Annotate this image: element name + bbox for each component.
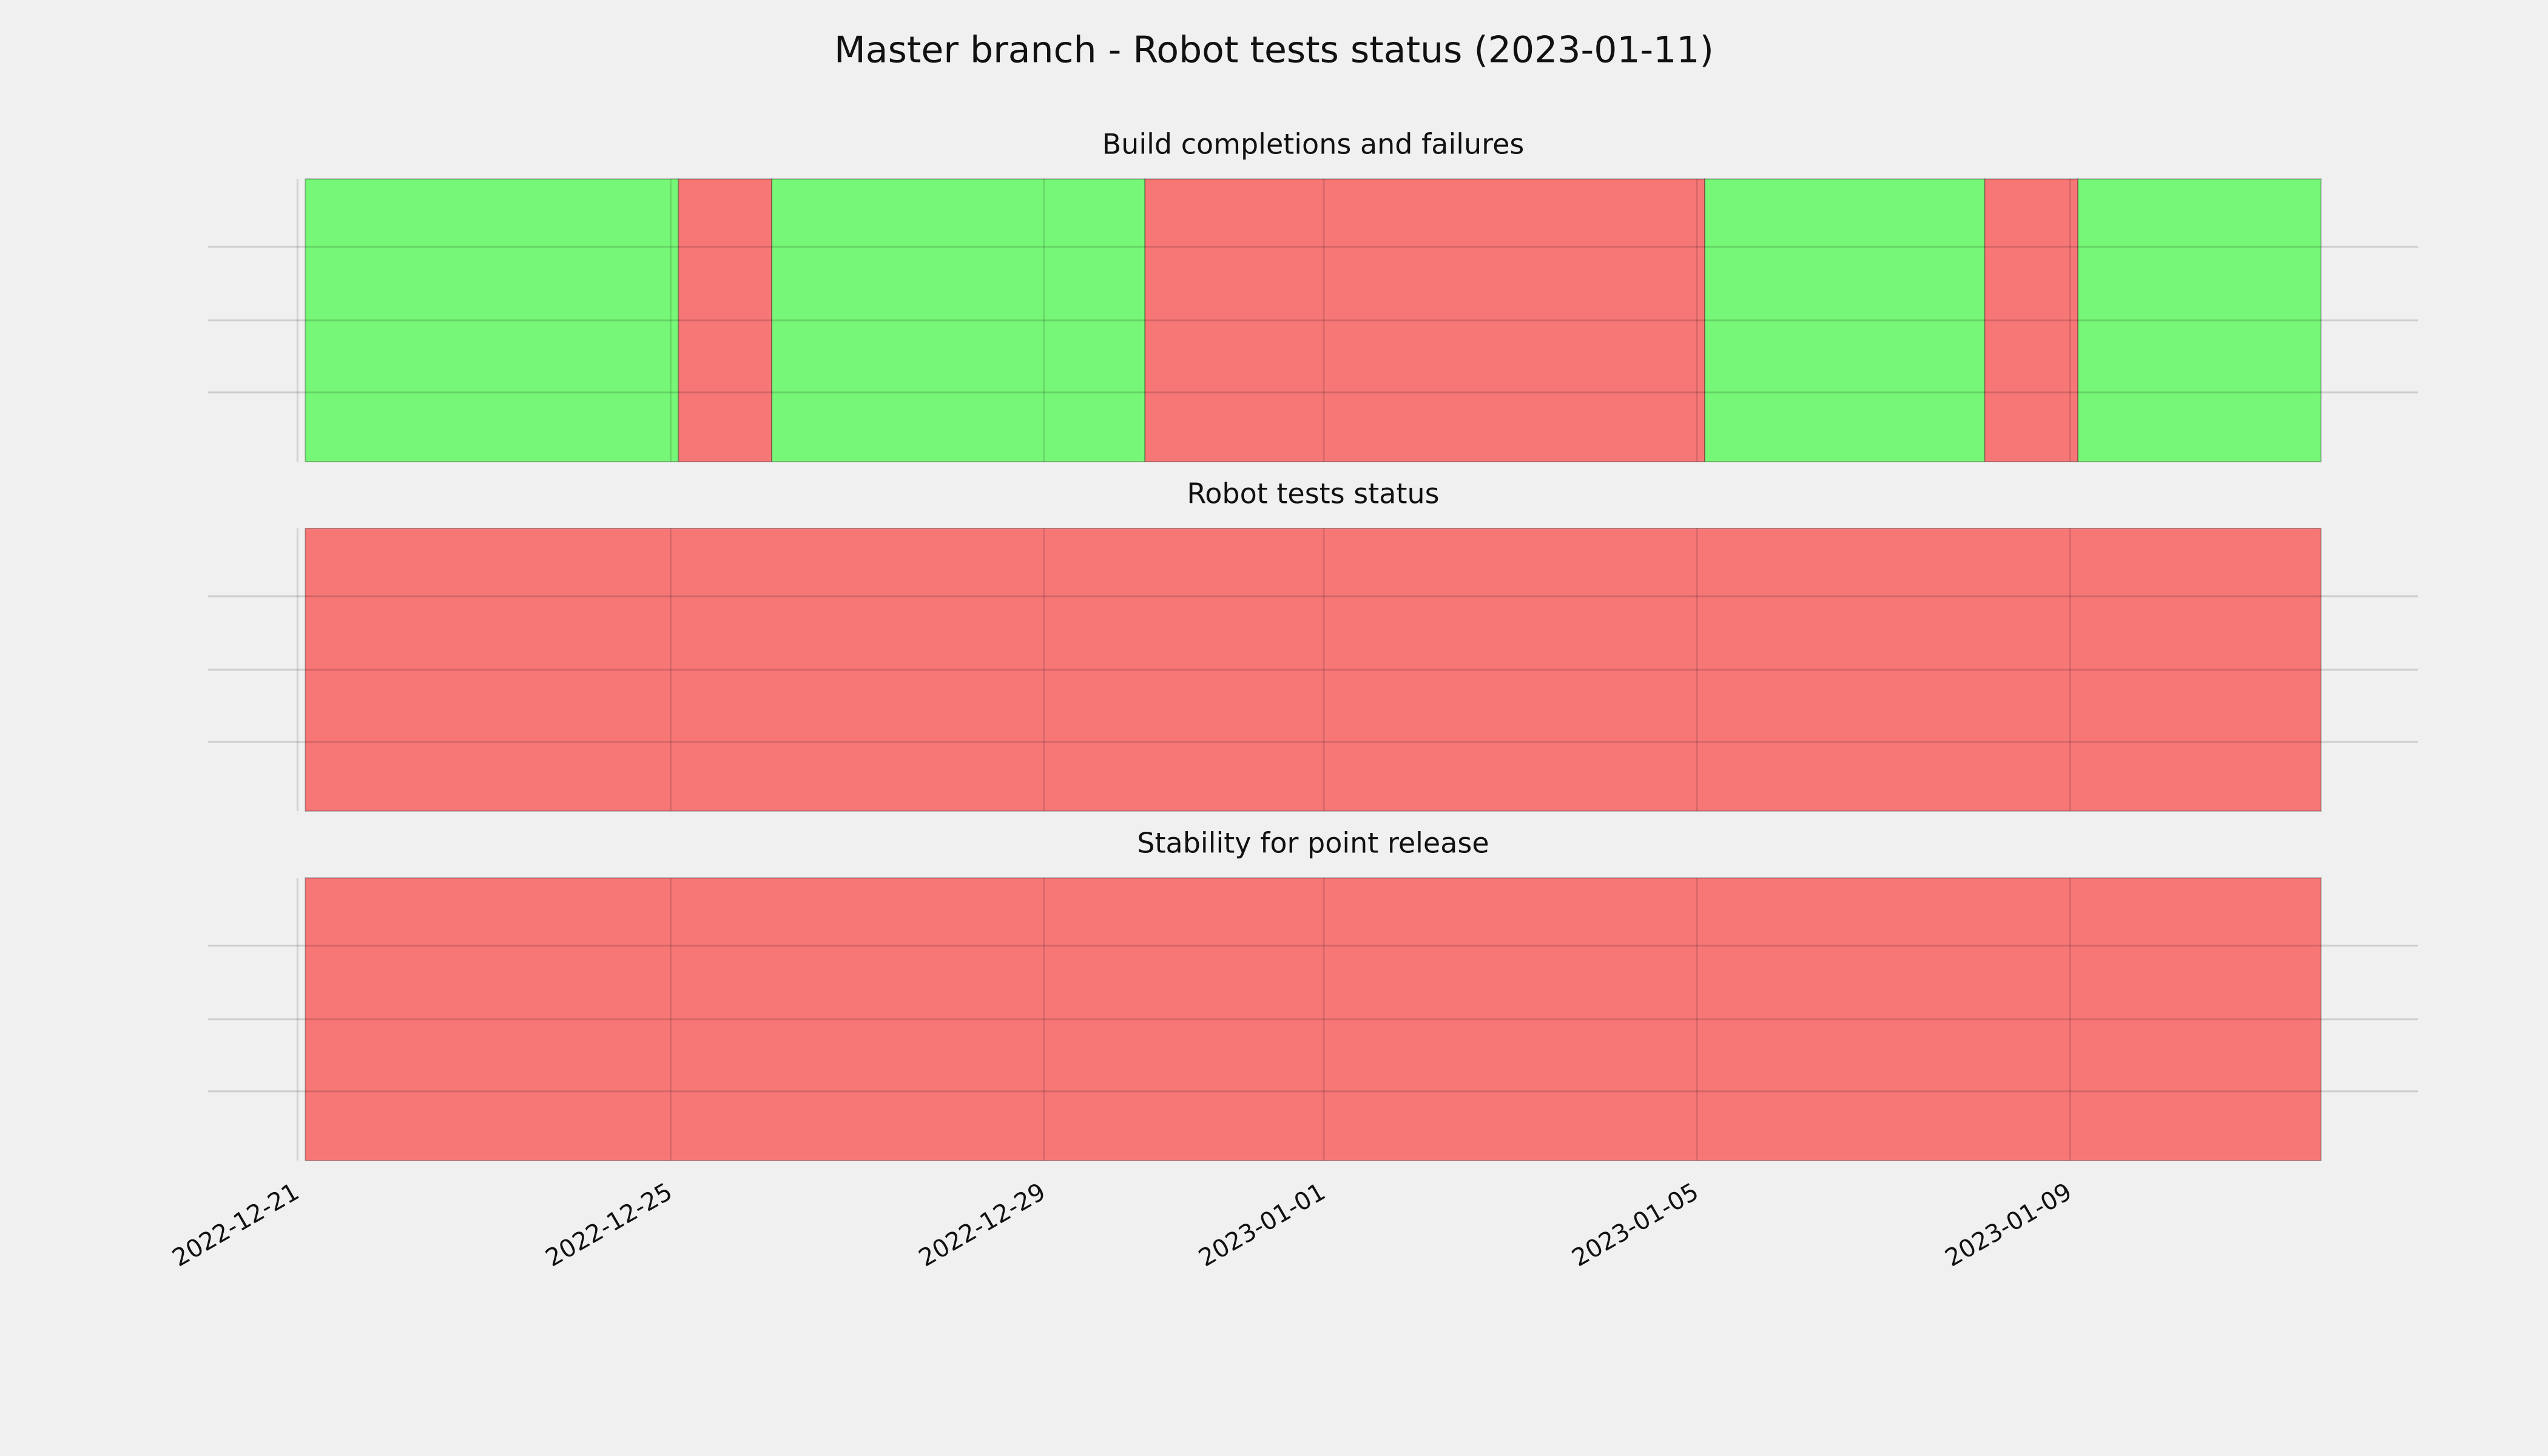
status-span <box>1704 178 1986 462</box>
x-tick-label: 2022-12-25 <box>541 1178 677 1272</box>
x-tick-label: 2023-01-05 <box>1567 1178 1703 1272</box>
status-span <box>1144 178 1706 462</box>
panel-title: Robot tests status <box>1187 477 1439 510</box>
chart-title: Master branch - Robot tests status (2023… <box>834 29 1714 72</box>
status-span <box>305 877 2322 1161</box>
x-tick-label: 2022-12-21 <box>168 1178 304 1272</box>
status-span <box>678 178 773 462</box>
status-span <box>305 178 679 462</box>
status-span <box>305 528 2322 812</box>
panel-title: Stability for point release <box>1137 827 1489 860</box>
x-tick-label: 2022-12-29 <box>914 1178 1050 1272</box>
status-span <box>1984 178 2079 462</box>
status-span <box>771 178 1146 462</box>
x-tick-label: 2023-01-09 <box>1941 1178 2077 1272</box>
status-span <box>2077 178 2322 462</box>
x-tick-label: 2023-01-01 <box>1194 1178 1330 1272</box>
panel-title: Build completions and failures <box>1102 128 1525 161</box>
